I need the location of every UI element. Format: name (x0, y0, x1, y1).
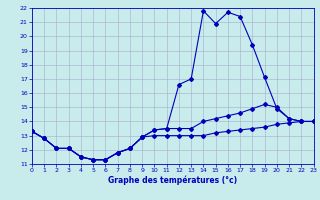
X-axis label: Graphe des températures (°c): Graphe des températures (°c) (108, 176, 237, 185)
